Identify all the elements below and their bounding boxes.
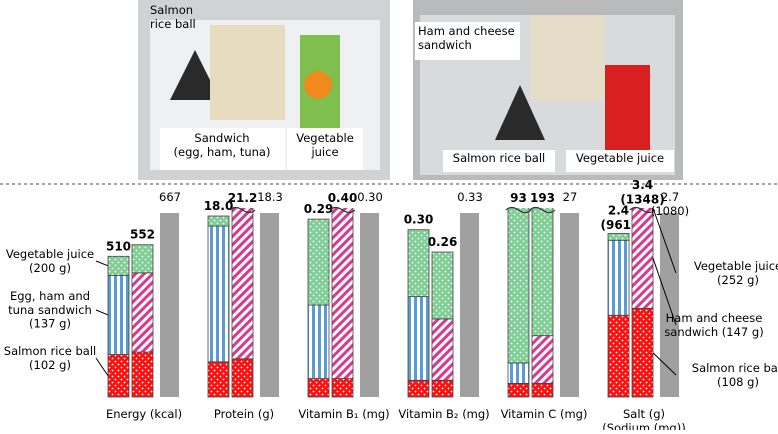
x-tick-label: Vitamin B₂ (mg) xyxy=(398,407,489,421)
bar-segment xyxy=(331,378,354,398)
reference-label: 0.33 xyxy=(457,190,483,204)
reference-label: 667 xyxy=(159,190,181,204)
photo-caption: Vegetable juice xyxy=(576,151,664,165)
bar-segment xyxy=(307,218,330,306)
bar-segment xyxy=(407,229,430,298)
total-label: 0.29 xyxy=(304,202,334,216)
reference-label: 27 xyxy=(563,190,578,204)
reference-label: 18.3 xyxy=(257,190,283,204)
series-annotation: Salmon rice ball (108 g) xyxy=(692,361,778,389)
series-annotation: Vegetable juice (252 g) xyxy=(694,259,778,287)
reference-bar xyxy=(560,213,579,397)
reference-label: 0.30 xyxy=(357,190,383,204)
annotation-leader xyxy=(652,352,677,376)
bar-segment xyxy=(631,208,654,309)
bar-segment xyxy=(207,361,230,398)
photo-left xyxy=(138,0,390,180)
bar-segment xyxy=(531,382,554,398)
axis-break xyxy=(329,206,356,214)
series-annotation: Vegetable juice (200 g) xyxy=(6,247,94,275)
annotation-leader xyxy=(95,309,109,316)
bar-segment xyxy=(531,208,554,337)
bar-segment xyxy=(207,215,230,227)
series-annotation: Ham and cheese sandwich (147 g) xyxy=(664,311,763,339)
total-label: 0.40 xyxy=(328,191,358,205)
annotation-leader xyxy=(652,258,677,326)
x-tick-label: Salt (g) (Sodium (mg)) xyxy=(602,407,685,430)
bar-segment xyxy=(107,354,130,398)
bar-segment xyxy=(507,362,530,384)
caption-box xyxy=(287,128,363,170)
total-label: 193 xyxy=(530,191,555,205)
caption-box xyxy=(415,22,520,60)
total-label: 552 xyxy=(130,228,155,242)
series-annotation: Salmon rice ball (102 g) xyxy=(4,344,96,372)
bar-segment xyxy=(431,318,454,381)
bar-segment xyxy=(107,274,130,355)
photo-caption: Ham and cheese sandwich xyxy=(418,24,515,52)
bar-segment xyxy=(231,208,254,360)
series-annotation: Egg, ham and tuna sandwich (137 g) xyxy=(8,289,92,331)
bar-segment xyxy=(431,379,454,398)
bar-segment xyxy=(131,272,154,353)
total-label: 93 xyxy=(510,191,527,205)
x-tick-label: Vitamin B₁ (mg) xyxy=(298,407,389,421)
axis-break xyxy=(529,206,556,214)
annotation-leader xyxy=(95,357,109,377)
annotation-leader xyxy=(652,207,677,274)
bar-segment xyxy=(507,208,530,364)
photo-caption: Vegetable juice xyxy=(296,131,354,159)
bar-segment xyxy=(607,233,630,241)
bar-segment xyxy=(631,308,654,398)
x-tick-label: Energy (kcal) xyxy=(106,407,182,421)
bar-segment xyxy=(231,358,254,398)
photo-caption: Sandwich (egg, ham, tuna) xyxy=(174,131,271,159)
bar-segment xyxy=(331,208,354,379)
photo-caption: Salmon rice ball xyxy=(453,151,545,165)
caption-box xyxy=(566,150,674,172)
total-label: 0.26 xyxy=(428,235,458,249)
bar-segment xyxy=(131,244,154,274)
bar-segment xyxy=(507,382,530,398)
total-label: 21.2 xyxy=(228,191,258,205)
bar-segment xyxy=(131,351,154,398)
annotation-leader xyxy=(95,260,109,267)
x-tick-label: Vitamin C (mg) xyxy=(501,407,588,421)
reference-bar xyxy=(160,213,179,397)
bar-segment xyxy=(407,296,430,381)
total-label: 3.4 (1348) xyxy=(620,178,664,206)
total-label: 18.0 xyxy=(204,199,234,213)
reference-label: 2.7 (1080) xyxy=(651,190,689,218)
axis-break xyxy=(505,206,532,214)
bar-segment xyxy=(207,225,230,363)
bar-segment xyxy=(607,239,630,316)
bar-segment xyxy=(107,255,130,276)
bar-segment xyxy=(307,304,330,379)
bar-segment xyxy=(307,378,330,398)
bar-segment xyxy=(531,335,554,384)
x-tick-label: Protein (g) xyxy=(214,407,274,421)
photo-caption: Salmon rice ball xyxy=(150,3,196,31)
total-label: 0.30 xyxy=(404,213,434,227)
bar-segment xyxy=(431,251,454,320)
caption-box xyxy=(160,128,285,170)
reference-bar xyxy=(460,213,479,397)
total-label: 510 xyxy=(106,239,131,253)
reference-bar xyxy=(360,213,379,397)
bar-segment xyxy=(407,379,430,398)
axis-break xyxy=(229,206,256,214)
bar-segment xyxy=(607,314,630,398)
caption-box xyxy=(443,150,555,172)
reference-bar xyxy=(260,213,279,397)
axis-break xyxy=(629,206,656,214)
total-label: 2.4 (961) xyxy=(600,203,636,231)
